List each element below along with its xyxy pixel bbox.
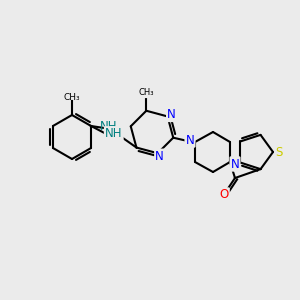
Text: O: O [219,188,229,202]
Text: N: N [186,134,194,146]
Text: N: N [155,150,164,163]
Text: CH₃: CH₃ [64,92,80,101]
Text: CH₃: CH₃ [139,88,154,97]
Text: S: S [275,146,283,158]
Text: N: N [231,158,239,170]
Text: NH: NH [100,119,118,133]
Text: NH: NH [105,127,122,140]
Text: N: N [167,108,176,121]
